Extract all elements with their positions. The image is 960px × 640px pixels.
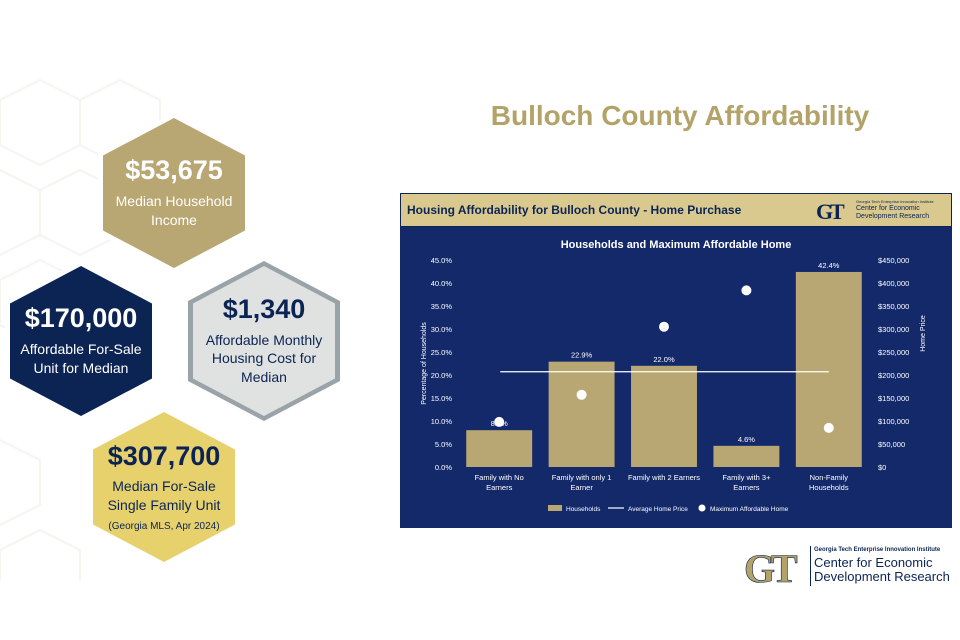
max-affordable-point-2 [576, 389, 587, 400]
page-title: Bulloch County Affordability [490, 100, 870, 131]
hex-median-household-income: $53,675 Median Household Income [103, 118, 245, 268]
gt-logo-text-small: Georgia Tech Enterprise Innovation Insti… [856, 199, 934, 222]
bar-data-label: 42.4% [818, 261, 840, 270]
hex-value: $170,000 [24, 303, 138, 334]
bar-5 [795, 271, 862, 467]
legend-swatch-households [548, 505, 562, 511]
bar-3 [631, 365, 697, 467]
hex-value: $1,340 [222, 293, 306, 324]
y2-tick-label: $100,000 [878, 417, 909, 426]
legend-label-households: Households [566, 506, 601, 513]
hex-label: Median Household Income [115, 192, 233, 228]
logo-divider [810, 546, 811, 586]
y2-tick-label: $0 [878, 463, 886, 472]
y2-tick-label: $400,000 [878, 279, 909, 288]
y-tick-label: 35.0% [431, 302, 453, 311]
gt-logo-line2: Development Research [856, 213, 930, 221]
y-tick-label: 10.0% [431, 417, 453, 426]
gt-logo-inst: Georgia Tech Enterprise Innovation Insti… [856, 199, 934, 204]
x-tick-label: Family with No Earners [475, 473, 524, 492]
y2-tick-label: $300,000 [878, 325, 909, 334]
legend-label-average: Average Home Price [628, 506, 688, 513]
gt-brand-text: Georgia Tech Enterprise Innovation Insti… [814, 547, 950, 585]
bar-2 [548, 361, 615, 467]
gt-brand-inst: Georgia Tech Enterprise Innovation Insti… [814, 547, 941, 553]
hex-value: $307,700 [107, 440, 221, 471]
y2-tick-label: $450,000 [878, 256, 909, 265]
hex-label: Median For-Sale Single Family Unit [107, 478, 221, 514]
y-tick-label: 20.0% [431, 371, 453, 380]
hex-affordable-for-sale-unit: $170,000 Affordable For-Sale Unit for Me… [10, 266, 152, 416]
y-axis-title: Percentage of Households [421, 322, 428, 405]
bar-data-label: 4.6% [738, 435, 755, 444]
y-tick-label: 0.0% [435, 463, 452, 472]
x-tick-label: Family with 3+ Earners [722, 473, 771, 492]
gt-logo-icon: G T [744, 546, 798, 588]
svg-text:G: G [744, 546, 775, 588]
chart-panel-header: Housing Affordability for Bulloch County… [400, 193, 952, 227]
gt-brand-line1: Center for Economic [814, 555, 933, 570]
svg-text:G: G [816, 199, 833, 224]
max-affordable-point-1 [494, 416, 505, 427]
y2-tick-label: $50,000 [878, 440, 905, 449]
bar-data-label: 22.9% [571, 351, 593, 360]
x-tick-label: Non-Family Households [809, 473, 849, 492]
gt-logo-icon: G T [816, 199, 845, 224]
legend-label-max-affordable: Maximum Affordable Home [710, 506, 789, 513]
hex-value: $53,675 [125, 155, 223, 186]
y-tick-label: 45.0% [431, 256, 453, 265]
max-affordable-point-4 [741, 285, 752, 296]
y2-tick-label: $350,000 [878, 302, 909, 311]
y2-axis-title: Home Price [920, 315, 927, 352]
x-tick-label: Family with only 1 Earner [552, 473, 612, 492]
y-tick-label: 30.0% [431, 325, 453, 334]
svg-text:T: T [771, 546, 798, 588]
max-affordable-point-3 [659, 321, 669, 332]
y2-tick-label: $250,000 [878, 348, 909, 357]
x-tick-label: Family with 2 Earners [628, 473, 700, 482]
bar-4 [713, 445, 780, 467]
chart-panel-title: Housing Affordability for Bulloch County… [407, 203, 742, 217]
bar-1 [466, 430, 533, 467]
legend-swatch-max-affordable [698, 504, 706, 512]
y-tick-label: 40.0% [431, 279, 453, 288]
gt-logo-line1: Center for Economic [856, 204, 920, 212]
y2-tick-label: $150,000 [878, 394, 909, 403]
households-affordable-home-chart: Households and Maximum Affordable Home 0.… [421, 239, 927, 513]
svg-text:T: T [830, 199, 845, 224]
y-tick-label: 25.0% [431, 348, 453, 357]
bar-data-label: 22.0% [653, 355, 675, 364]
hex-note: (Georgia MLS, Apr 2024) [108, 521, 220, 533]
y2-tick-label: $200,000 [878, 371, 909, 380]
y-tick-label: 5.0% [435, 440, 452, 449]
chart-title: Households and Maximum Affordable Home [561, 239, 792, 251]
hex-label: Affordable Monthly Housing Cost for Medi… [205, 331, 323, 386]
y-tick-label: 15.0% [431, 394, 453, 403]
gt-brand-line2: Development Research [814, 569, 950, 585]
max-affordable-point-5 [823, 422, 834, 433]
hex-label: Affordable For-Sale Unit for Median [20, 340, 142, 376]
